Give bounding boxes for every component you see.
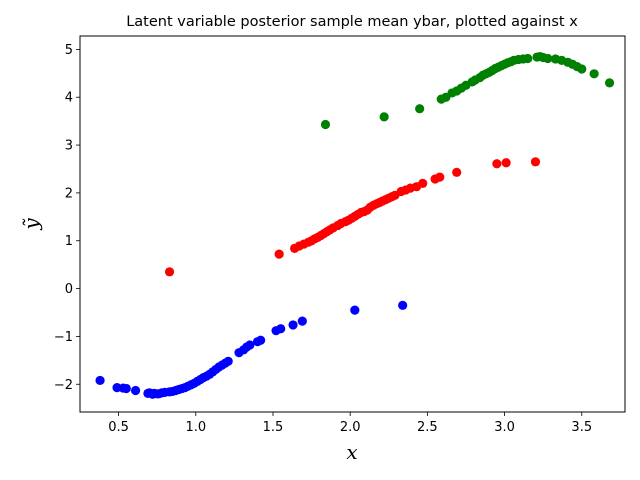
y-axis-title: ỹ <box>19 218 43 231</box>
green-series-point <box>523 53 533 64</box>
x-tick-label: 2.5 <box>417 420 438 435</box>
y-tick-label: 2 <box>65 186 73 201</box>
y-tick-label: 3 <box>65 139 73 154</box>
y-tick-label: 4 <box>65 91 73 106</box>
x-axis-ticks: 0.5 1.0 1.5 2.0 2.5 3.0 3.5 <box>108 412 592 435</box>
x-tick-label: 2.0 <box>340 420 361 435</box>
blue-series-point <box>121 383 131 394</box>
blue-series-point <box>95 375 105 386</box>
blue-series-point <box>288 320 298 330</box>
red-series-point <box>164 267 175 277</box>
blue-series-point <box>245 340 255 350</box>
plot-marks <box>95 51 615 399</box>
green-series-point <box>577 64 587 74</box>
red-series-point <box>501 158 511 168</box>
x-tick-label: 3.0 <box>494 420 515 435</box>
y-tick-label: −2 <box>54 378 73 393</box>
red-series-point <box>530 157 541 167</box>
chart-title: Latent variable posterior sample mean yb… <box>126 14 578 30</box>
x-tick-label: 1.0 <box>185 420 206 435</box>
x-axis-title: x <box>346 440 357 464</box>
blue-series-point <box>256 335 266 345</box>
green-series-point <box>604 78 615 88</box>
blue-series-point <box>223 356 233 366</box>
red-series-point <box>452 167 462 177</box>
red-series-point <box>418 178 428 188</box>
x-tick-label: 0.5 <box>108 420 129 435</box>
green-series-point <box>589 69 599 79</box>
green-series-point <box>320 119 331 130</box>
blue-series-point <box>398 300 408 310</box>
plot-frame <box>79 35 626 413</box>
x-tick-label: 3.5 <box>571 420 592 435</box>
green-series-point <box>379 112 389 122</box>
y-tick-label: −1 <box>54 330 73 345</box>
blue-series-point <box>130 385 141 396</box>
y-tick-label: 1 <box>65 234 73 249</box>
y-tick-label: 0 <box>65 282 73 297</box>
y-axis-ticks: −2 −1 0 1 2 3 4 5 <box>54 43 80 393</box>
x-tick-label: 1.5 <box>263 420 284 435</box>
red-series-point <box>492 159 502 169</box>
blue-series-point <box>297 316 307 326</box>
blue-series-point <box>350 305 360 315</box>
y-tick-label: 5 <box>65 43 73 58</box>
red-series-point <box>435 172 445 182</box>
green-series-point <box>543 53 553 64</box>
blue-series-point <box>276 324 286 334</box>
red-series-point <box>274 249 284 259</box>
green-series-point <box>415 104 425 114</box>
